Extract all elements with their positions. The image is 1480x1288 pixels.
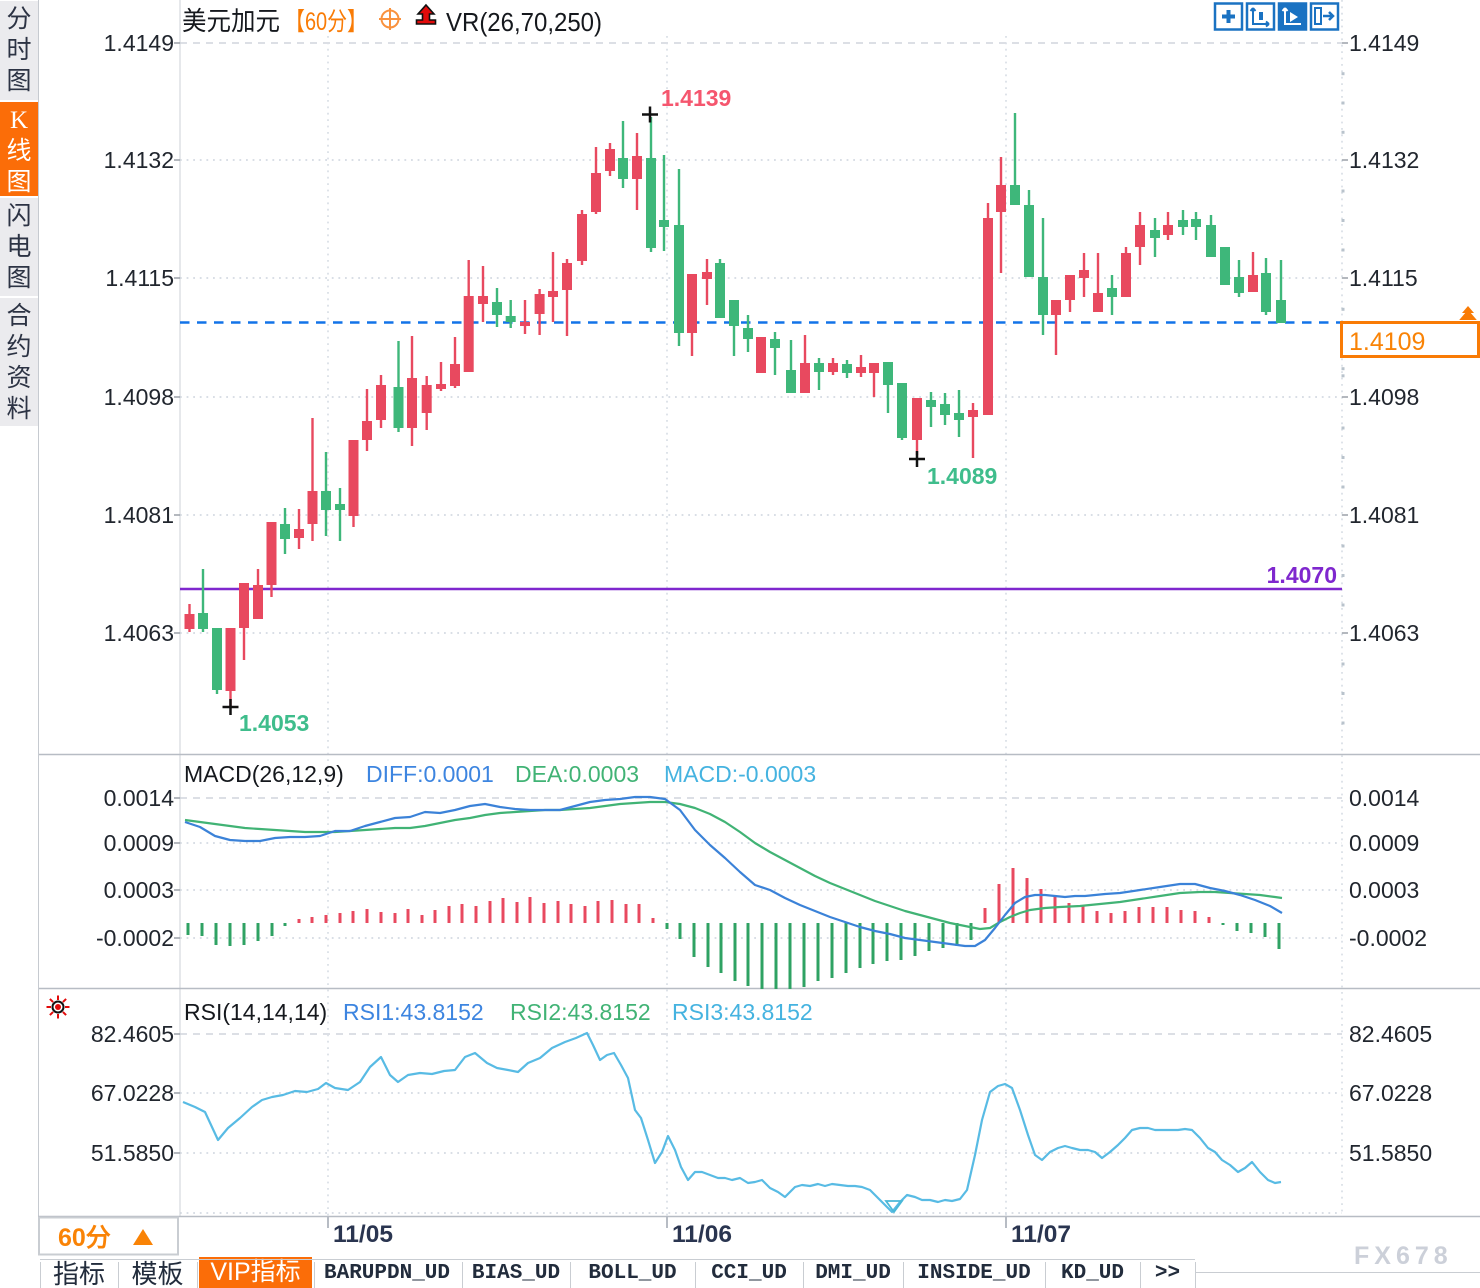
svg-text:67.0228: 67.0228 — [1349, 1080, 1432, 1106]
svg-text:RSI3:43.8152: RSI3:43.8152 — [672, 999, 813, 1025]
svg-text:DEA:0.0003: DEA:0.0003 — [515, 761, 639, 787]
svg-text:RSI(14,14,14): RSI(14,14,14) — [184, 999, 327, 1025]
svg-text:51.5850: 51.5850 — [1349, 1140, 1432, 1166]
svg-text:【60分】: 【60分】 — [285, 8, 367, 36]
svg-text:1.4070: 1.4070 — [1267, 562, 1337, 588]
svg-text:0.0014: 0.0014 — [104, 785, 175, 811]
svg-text:1.4132: 1.4132 — [104, 147, 174, 173]
svg-text:60分: 60分 — [58, 1224, 111, 1252]
svg-text:1.4081: 1.4081 — [104, 502, 174, 528]
svg-text:0.0003: 0.0003 — [1349, 877, 1419, 903]
svg-text:RSI2:43.8152: RSI2:43.8152 — [510, 999, 651, 1025]
svg-text:1.4063: 1.4063 — [1349, 620, 1419, 646]
svg-text:1.4115: 1.4115 — [105, 265, 174, 291]
svg-text:11/06: 11/06 — [672, 1221, 732, 1248]
svg-text:1.4139: 1.4139 — [661, 85, 731, 111]
svg-text:-0.0002: -0.0002 — [1349, 925, 1427, 951]
svg-text:VR(26,70,250): VR(26,70,250) — [446, 7, 602, 37]
svg-text:1.4098: 1.4098 — [104, 384, 174, 410]
svg-text:82.4605: 82.4605 — [91, 1021, 174, 1047]
svg-text:1.4063: 1.4063 — [104, 620, 174, 646]
svg-text:1.4132: 1.4132 — [1349, 147, 1419, 173]
svg-text:0.0009: 0.0009 — [104, 830, 174, 856]
svg-text:1.4053: 1.4053 — [239, 710, 309, 736]
svg-text:11/07: 11/07 — [1011, 1221, 1071, 1248]
svg-text:1.4149: 1.4149 — [104, 30, 174, 56]
svg-text:1.4149: 1.4149 — [1349, 30, 1419, 56]
svg-text:1.4081: 1.4081 — [1349, 502, 1419, 528]
svg-text:82.4605: 82.4605 — [1349, 1021, 1432, 1047]
svg-text:美元加元: 美元加元 — [182, 6, 280, 36]
svg-text:-0.0002: -0.0002 — [96, 925, 174, 951]
svg-text:RSI1:43.8152: RSI1:43.8152 — [343, 999, 484, 1025]
svg-text:1.4089: 1.4089 — [927, 463, 997, 489]
svg-text:0.0009: 0.0009 — [1349, 830, 1419, 856]
svg-text:MACD(26,12,9): MACD(26,12,9) — [184, 761, 344, 787]
svg-text:MACD:-0.0003: MACD:-0.0003 — [664, 761, 816, 787]
svg-text:1.4109: 1.4109 — [1349, 328, 1425, 356]
svg-text:1.4098: 1.4098 — [1349, 384, 1419, 410]
svg-text:DIFF:0.0001: DIFF:0.0001 — [366, 761, 494, 787]
svg-text:11/05: 11/05 — [333, 1221, 393, 1248]
svg-text:1.4115: 1.4115 — [1349, 265, 1418, 291]
svg-text:0.0014: 0.0014 — [1349, 785, 1420, 811]
svg-text:67.0228: 67.0228 — [91, 1080, 174, 1106]
svg-text:51.5850: 51.5850 — [91, 1140, 174, 1166]
svg-text:FX678: FX678 — [1354, 1242, 1453, 1270]
svg-text:0.0003: 0.0003 — [104, 877, 174, 903]
